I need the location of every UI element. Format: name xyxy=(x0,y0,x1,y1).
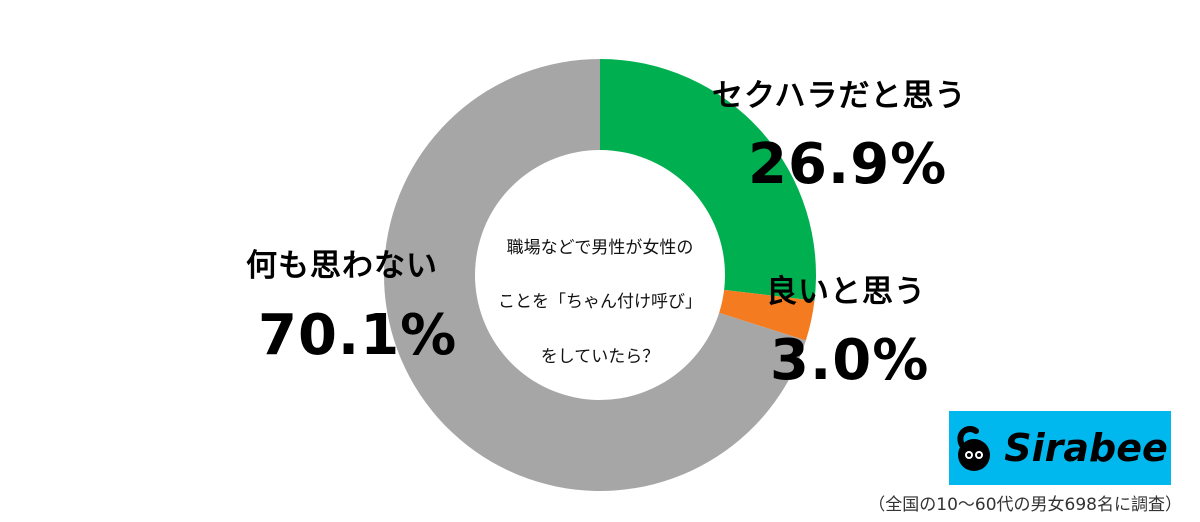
center-question-line-1: 職場などで男性が女性の xyxy=(506,238,694,258)
slice-nanimo xyxy=(384,59,806,492)
slice-value-sekuhara: 26.9% xyxy=(748,132,948,197)
slice-sekuhara xyxy=(600,59,816,301)
slice-label-nanimo: 何も思わない xyxy=(246,248,438,284)
survey-footnote: （全国の10〜60代の男女698名に調査） xyxy=(868,495,1182,515)
sirabee-logo: Sirabee xyxy=(949,411,1171,485)
slice-yoi xyxy=(719,289,815,341)
slice-value-nanimo: 70.1% xyxy=(258,303,458,368)
slice-label-yoi: 良いと思う xyxy=(766,274,926,310)
center-question-line-3: をしていたら？ xyxy=(540,347,660,367)
sirabee-mascot-icon xyxy=(957,425,991,471)
sirabee-logo-text: Sirabee xyxy=(1004,426,1168,470)
slice-label-sekuhara: セクハラだと思う xyxy=(712,78,967,114)
slice-value-yoi: 3.0% xyxy=(770,328,930,393)
center-question-line-2: ことを「ちゃん付け呼び」 xyxy=(498,292,702,312)
